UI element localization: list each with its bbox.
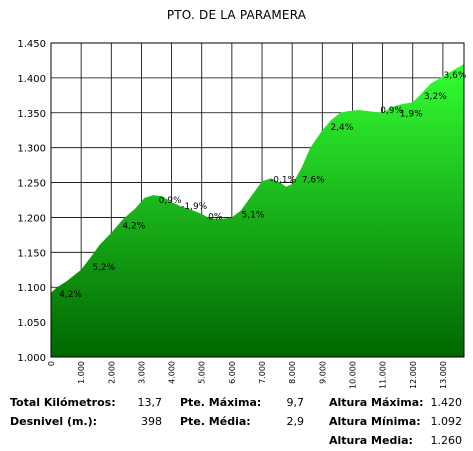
x-axis-ticks: 0 1.000 2.000 3.000 4.000 5.000 6.000 7.000 8.00… (47, 361, 448, 389)
grade-label: 0,9% (159, 196, 182, 206)
alt-min-value: 1.092 (430, 415, 463, 428)
grade-annotations: 4,2%5,2%4,2%0,9%-1,9%0% 5,1%-0,1% 7,6%2,4%… (59, 71, 467, 300)
grade-label: 0,9% (380, 106, 403, 116)
y-tick-label: 1.100 (17, 283, 46, 294)
alt-media-value: 1.260 (430, 434, 463, 447)
x-tick-label: 6.000 (228, 361, 237, 384)
grade-label: -1,9% (181, 202, 208, 212)
y-tick-label: 1.300 (17, 144, 46, 155)
pte-media-label: Pte. Média: (180, 415, 251, 428)
grade-label: 5,2% (92, 263, 115, 273)
pte-max-label: Pte. Máxima: (180, 396, 262, 409)
grade-label: 0% (208, 213, 223, 223)
x-tick-label: 0 (47, 361, 56, 366)
x-tick-label: 8.000 (288, 361, 297, 384)
x-tick-label: 12.000 (409, 361, 418, 389)
plot-frame (50, 42, 465, 358)
desnivel-label: Desnivel (m.): (10, 415, 98, 428)
grade-label: -0,1% (270, 176, 297, 186)
y-tick-label: 1.200 (17, 213, 46, 224)
grade-label: 1,9% (400, 109, 423, 119)
pte-max-value: 9,7 (286, 396, 305, 409)
y-tick-label: 1.150 (17, 248, 46, 259)
total-km-label: Total Kilómetros: (10, 396, 116, 409)
alt-max-label: Altura Máxima: (329, 396, 424, 409)
x-tick-label: 3.000 (137, 361, 146, 384)
y-tick-label: 1.050 (17, 318, 46, 329)
chart-title: PTO. DE LA PARAMERA (166, 8, 307, 22)
y-tick-label: 1.000 (17, 353, 46, 364)
total-km-value: 13,7 (137, 396, 163, 409)
x-tick-label: 9.000 (318, 361, 327, 384)
y-axis-ticks: 1.000 1.050 1.100 1.150 1.200 1.250 1.300 1.350… (17, 39, 46, 364)
y-tick-label: 1.450 (17, 39, 46, 50)
x-tick-label: 1.000 (77, 361, 86, 384)
alt-media-label: Altura Media: (329, 434, 413, 447)
x-tick-label: 7.000 (258, 361, 267, 384)
grade-label: 4,2% (59, 290, 82, 300)
x-tick-label: 11.000 (379, 361, 388, 389)
alt-max-value: 1.420 (430, 396, 463, 409)
grade-label: 7,6% (302, 176, 325, 186)
elevation-chart: 4,2%5,2%4,2%0,9%-1,9%0% 5,1%-0,1% 7,6%2,4%… (17, 39, 467, 389)
x-tick-label: 10.000 (348, 361, 357, 389)
grade-label: 2,4% (330, 123, 353, 133)
grade-label: 4,2% (122, 222, 145, 232)
pte-media-value: 2,9 (286, 415, 305, 428)
grade-label: 5,1% (242, 210, 265, 220)
elevation-area (51, 63, 464, 358)
alt-min-label: Altura Mínima: (329, 415, 421, 428)
x-tick-label: 2.000 (107, 361, 116, 384)
x-tick-label: 13.000 (439, 361, 448, 389)
grade-label: 3,6% (444, 71, 467, 81)
y-tick-label: 1.400 (17, 74, 46, 85)
x-tick-label: 4.000 (168, 361, 177, 384)
y-tick-label: 1.250 (17, 179, 46, 190)
grade-label: 3,2% (424, 92, 447, 102)
y-tick-label: 1.350 (17, 109, 46, 120)
x-tick-label: 5.000 (198, 361, 207, 384)
stats-panel: Total Kilómetros: 13,7 Desnivel (m.): 39… (0, 392, 473, 451)
desnivel-value: 398 (141, 415, 162, 428)
